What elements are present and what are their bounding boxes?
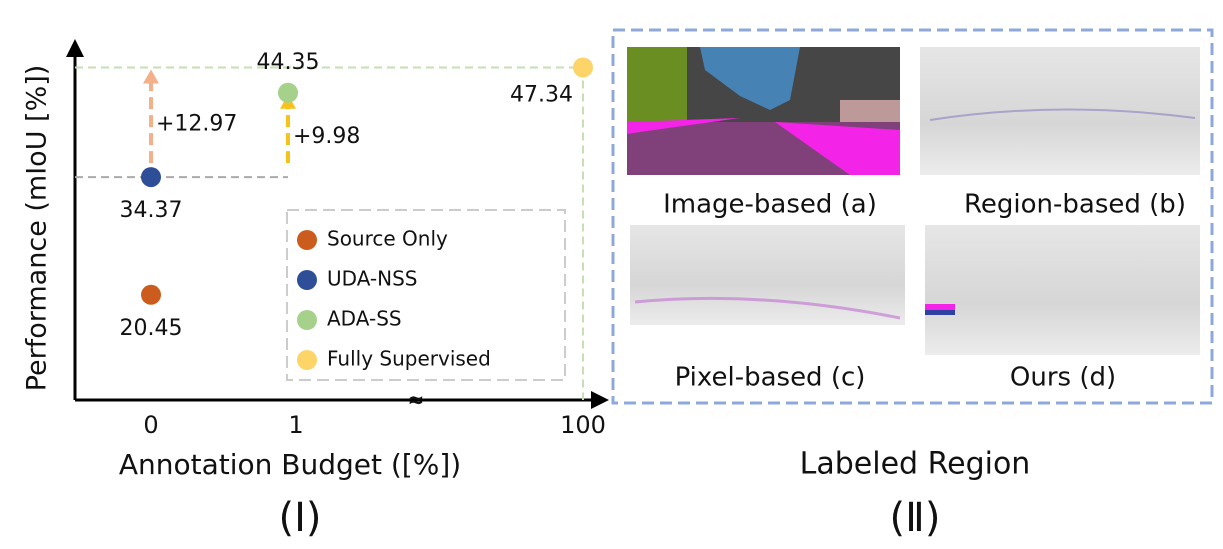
y-axis-label: Performance (mIoU [%])	[22, 65, 53, 392]
gain-label: +9.98	[293, 124, 360, 149]
panel-caption: (Ⅱ)	[890, 495, 941, 541]
data-point	[141, 167, 161, 188]
legend-box	[286, 209, 566, 381]
image-a	[627, 47, 900, 175]
gain-arrowhead	[143, 69, 159, 84]
image-c	[630, 225, 905, 325]
x-tick-label: 100	[560, 411, 606, 439]
legend-swatch	[297, 270, 317, 290]
legend-swatch	[297, 350, 317, 370]
data-point	[278, 82, 298, 103]
data-point	[573, 57, 593, 78]
value-label: 34.37	[120, 198, 183, 223]
legend-label: Fully Supervised	[327, 347, 491, 371]
legend-label: ADA-SS	[327, 307, 402, 331]
panel-frame	[611, 28, 1214, 405]
axis-break: ≈	[408, 388, 425, 412]
value-label: 47.34	[510, 82, 573, 107]
legend-swatch	[297, 230, 317, 250]
legend-label: Source Only	[327, 227, 448, 251]
image-d	[925, 225, 1200, 355]
x-tick-label: 1	[288, 411, 303, 439]
panel-title: Labeled Region	[800, 447, 1031, 482]
caption: (Ⅰ)	[278, 495, 321, 541]
gain-label: +12.97	[156, 111, 237, 136]
value-label: 44.35	[257, 50, 320, 75]
legend-swatch	[297, 310, 317, 330]
value-label: 20.45	[120, 316, 183, 341]
data-point	[141, 284, 161, 305]
image-label: Pixel-based (c)	[675, 363, 866, 393]
x-axis-label: Annotation Budget ([%])	[119, 448, 461, 481]
image-b	[920, 47, 1200, 175]
image-label: Ours (d)	[1010, 363, 1116, 393]
legend-label: UDA-NSS	[327, 267, 418, 291]
image-label: Image-based (a)	[663, 190, 877, 220]
image-label: Region-based (b)	[964, 190, 1186, 220]
x-tick-label: 0	[143, 411, 158, 439]
